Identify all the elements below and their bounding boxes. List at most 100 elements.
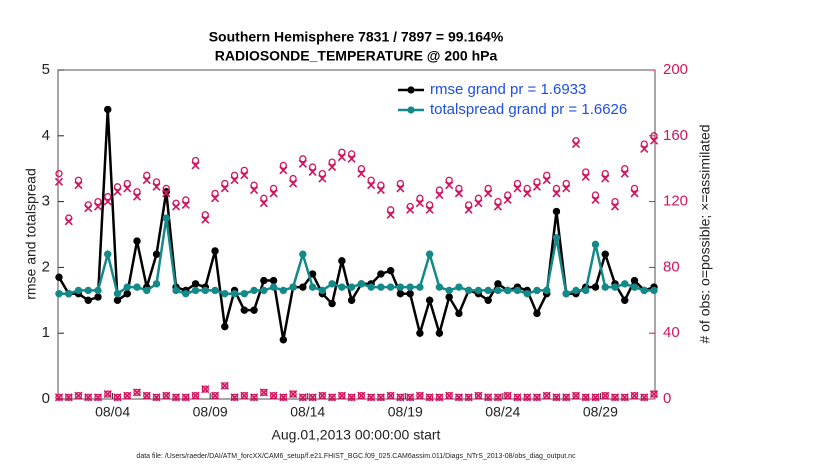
point — [201, 385, 210, 394]
point — [542, 176, 551, 185]
point — [142, 176, 151, 185]
point — [640, 144, 649, 154]
legend-marker — [407, 106, 415, 114]
point — [240, 171, 249, 180]
point — [513, 286, 522, 295]
point — [308, 167, 317, 177]
point — [650, 390, 658, 398]
point — [474, 199, 483, 208]
point — [630, 189, 639, 198]
point — [240, 290, 248, 298]
point — [94, 197, 102, 206]
point — [221, 179, 229, 188]
point — [435, 329, 444, 337]
y2-tick-label: 0 — [663, 390, 671, 407]
point — [347, 283, 356, 291]
point — [133, 188, 141, 196]
point — [494, 393, 502, 402]
point — [289, 174, 297, 183]
point — [367, 283, 375, 291]
point — [601, 392, 609, 400]
point — [152, 182, 161, 191]
point — [611, 283, 619, 291]
x-tick-label: 08/24 — [485, 404, 520, 420]
point — [162, 189, 171, 198]
point — [221, 382, 229, 390]
point — [533, 393, 541, 402]
point — [455, 184, 463, 193]
point — [260, 276, 268, 285]
point — [474, 392, 483, 400]
point — [104, 105, 112, 114]
point — [640, 286, 648, 295]
point — [445, 181, 454, 190]
point — [484, 296, 492, 304]
point — [337, 391, 346, 400]
point — [299, 155, 307, 163]
point — [133, 237, 141, 245]
legend-box — [393, 79, 653, 127]
point — [133, 283, 141, 291]
point — [513, 184, 522, 193]
point — [279, 393, 287, 402]
point — [377, 283, 385, 291]
point — [65, 290, 73, 298]
point — [55, 393, 63, 402]
point — [347, 393, 356, 402]
point — [503, 195, 512, 205]
legend-label: totalspread grand pr = 1.6626 — [430, 101, 627, 118]
point — [513, 393, 522, 402]
point — [552, 184, 561, 193]
point — [308, 393, 317, 402]
point — [191, 392, 200, 400]
point — [143, 392, 151, 400]
point — [493, 393, 503, 402]
point — [552, 189, 561, 198]
point — [621, 165, 629, 173]
y2-tick-label: 160 — [663, 127, 688, 144]
point — [230, 393, 239, 402]
point — [152, 178, 161, 186]
point — [171, 202, 181, 211]
point — [269, 392, 278, 400]
point — [113, 393, 122, 402]
point — [415, 199, 424, 208]
point — [191, 161, 200, 170]
point — [464, 205, 473, 214]
point — [250, 186, 259, 195]
point — [611, 393, 619, 402]
point — [113, 290, 122, 298]
point — [162, 391, 171, 400]
point — [269, 391, 278, 400]
point — [377, 270, 385, 278]
point — [269, 283, 278, 291]
point — [181, 200, 190, 209]
point — [113, 187, 122, 196]
chart-subtitle: RADIOSONDE_TEMPERATURE @ 200 hPa — [215, 48, 498, 64]
point — [582, 286, 590, 295]
point — [269, 189, 278, 198]
point — [318, 286, 327, 295]
point — [533, 309, 541, 318]
point — [386, 283, 395, 291]
point — [210, 194, 220, 203]
point — [591, 191, 600, 199]
point — [357, 391, 366, 400]
point — [465, 201, 473, 209]
x-tick-label: 08/04 — [95, 404, 130, 420]
y2-tick-label: 40 — [663, 324, 680, 341]
point — [357, 392, 366, 400]
point — [152, 250, 161, 258]
point — [591, 283, 600, 291]
legend-marker — [407, 86, 415, 94]
point — [610, 393, 620, 402]
point — [406, 205, 415, 214]
point — [211, 286, 219, 295]
point — [621, 296, 629, 304]
point — [74, 176, 83, 184]
point — [104, 250, 112, 258]
point — [152, 393, 161, 402]
point — [454, 189, 463, 198]
point — [104, 193, 112, 201]
point — [620, 169, 629, 178]
